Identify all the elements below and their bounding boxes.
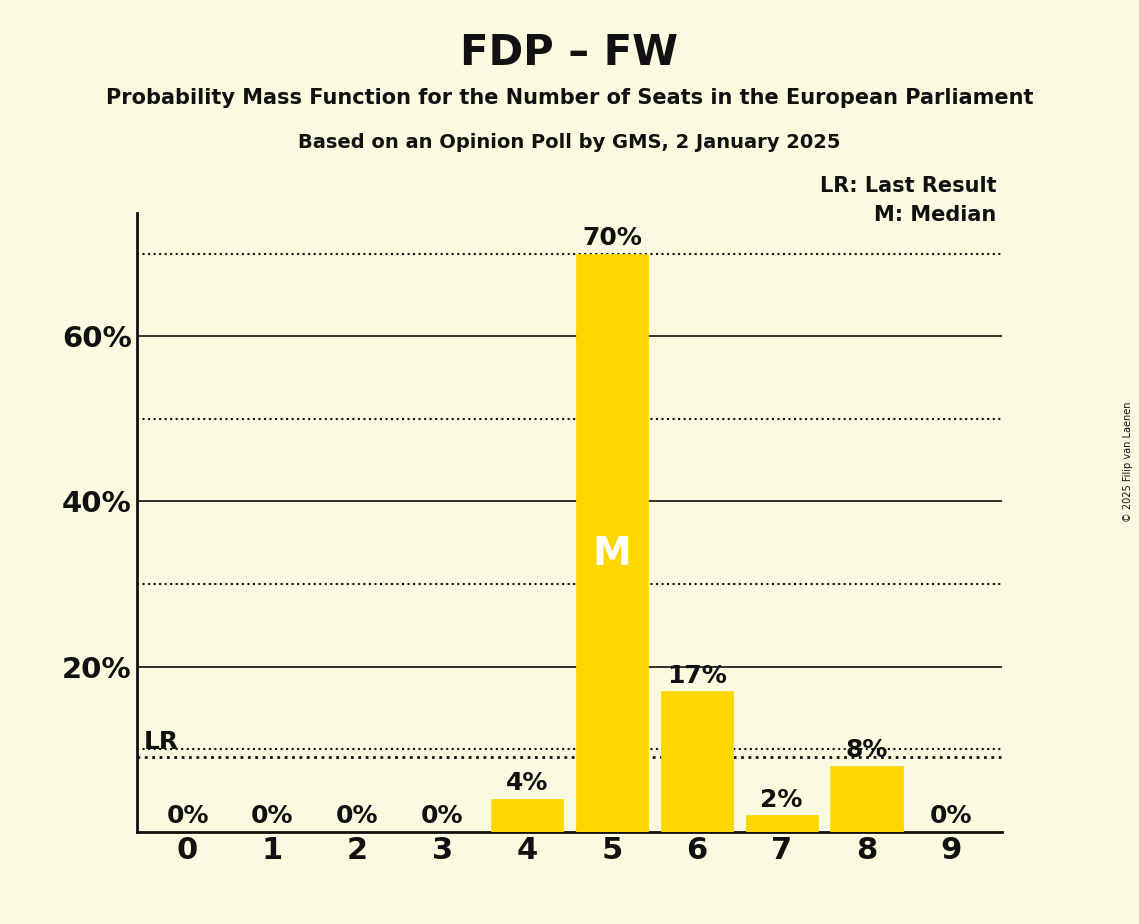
Text: Based on an Opinion Poll by GMS, 2 January 2025: Based on an Opinion Poll by GMS, 2 Janua… [298, 133, 841, 152]
Text: M: M [592, 535, 631, 573]
Text: LR: Last Result: LR: Last Result [820, 176, 997, 196]
Bar [830, 766, 902, 832]
Text: 4%: 4% [506, 772, 548, 796]
Bar [491, 798, 563, 832]
Text: LR: LR [144, 730, 179, 754]
Text: 8%: 8% [845, 738, 887, 762]
Text: 0%: 0% [421, 804, 464, 828]
Bar [576, 254, 648, 832]
Text: FDP – FW: FDP – FW [460, 32, 679, 74]
Text: Probability Mass Function for the Number of Seats in the European Parliament: Probability Mass Function for the Number… [106, 88, 1033, 108]
Text: 70%: 70% [582, 226, 642, 250]
Text: 0%: 0% [336, 804, 378, 828]
Text: M: Median: M: Median [875, 205, 997, 225]
Text: 0%: 0% [931, 804, 973, 828]
Text: © 2025 Filip van Laenen: © 2025 Filip van Laenen [1123, 402, 1132, 522]
Text: 17%: 17% [666, 664, 727, 688]
Text: 0%: 0% [252, 804, 294, 828]
Bar [661, 691, 732, 832]
Bar [746, 815, 818, 832]
Text: 0%: 0% [166, 804, 208, 828]
Text: 2%: 2% [761, 788, 803, 812]
